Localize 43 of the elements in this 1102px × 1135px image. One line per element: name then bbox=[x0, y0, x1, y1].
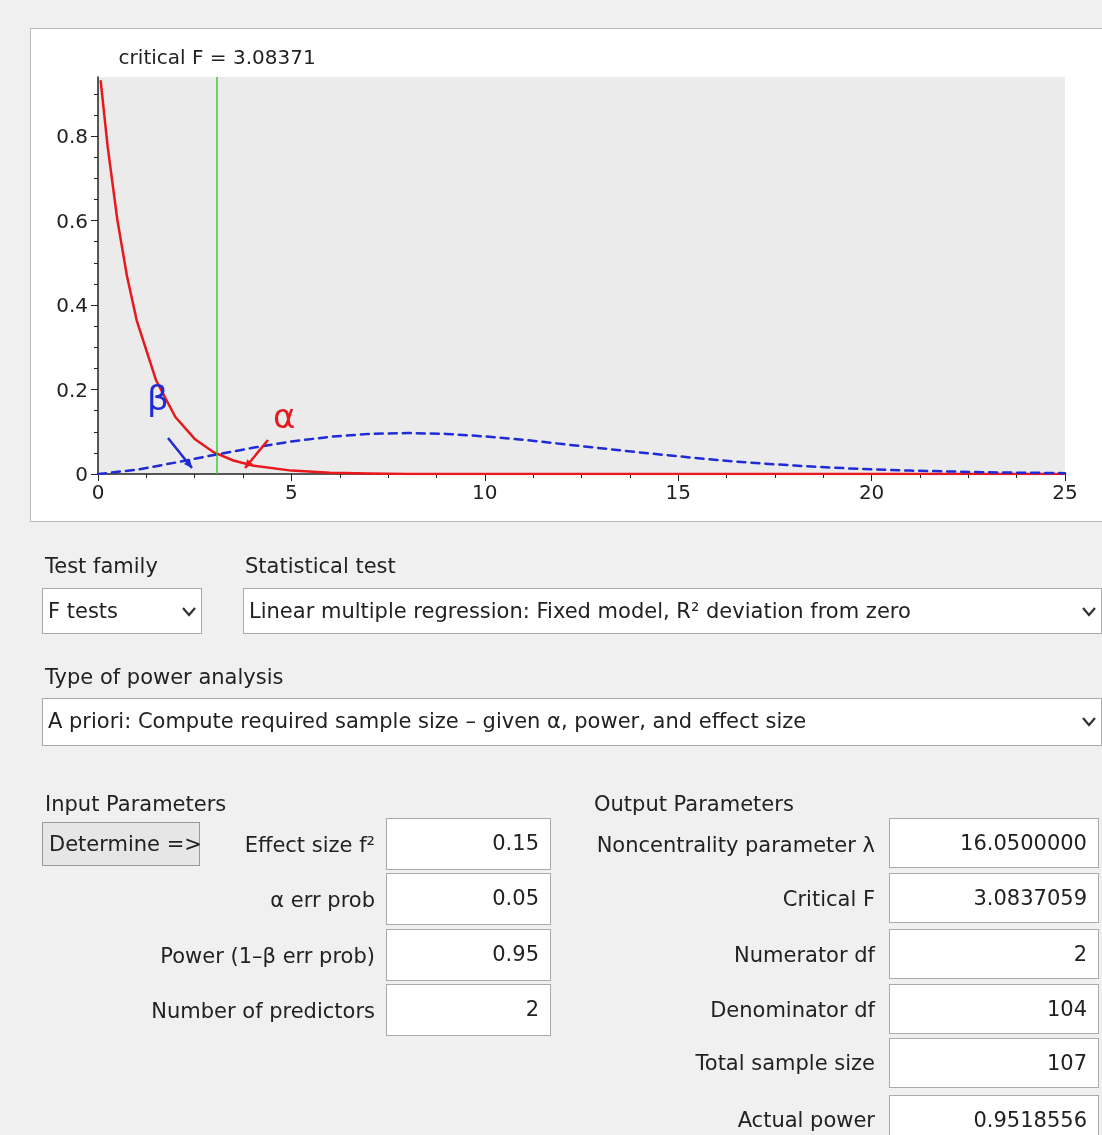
text: A priori: Compute required sample size – given α, power, and effect size bbox=[48, 708, 807, 734]
text: 2 bbox=[525, 996, 539, 1022]
text: 0.05 bbox=[492, 885, 539, 911]
text: 16.0500000 bbox=[960, 830, 1087, 856]
text: Numerator df bbox=[733, 942, 875, 968]
text: Actual power bbox=[737, 1107, 875, 1133]
text: Denominator df bbox=[710, 997, 875, 1023]
text: 0.9518556 bbox=[973, 1107, 1087, 1133]
annotation: α bbox=[273, 396, 296, 436]
text: Total sample size bbox=[695, 1050, 875, 1076]
text: Power (1–β err prob) bbox=[160, 943, 375, 969]
text: 3.0837059 bbox=[973, 885, 1087, 911]
text: Determine => bbox=[49, 831, 202, 857]
annotation: β bbox=[147, 378, 169, 418]
x-tick-label: 15 bbox=[665, 480, 691, 504]
text: Noncentrality parameter λ bbox=[596, 832, 875, 858]
text: Linear multiple regression: Fixed model, R² deviation from zero bbox=[249, 598, 911, 624]
y-tick-label: 0.4 bbox=[56, 293, 88, 318]
text: 0.15 bbox=[492, 830, 539, 856]
text: 0.95 bbox=[492, 941, 539, 967]
text: Critical F bbox=[782, 886, 875, 912]
text: Output Parameters bbox=[594, 791, 794, 817]
y-tick-label: 0.6 bbox=[56, 208, 88, 233]
text: 2 bbox=[1073, 941, 1087, 967]
x-tick-label: 5 bbox=[285, 480, 298, 504]
text: α err prob bbox=[270, 887, 375, 913]
text: 104 bbox=[1046, 996, 1087, 1022]
text: Number of predictors bbox=[151, 998, 375, 1024]
x-tick-label: 0 bbox=[91, 480, 105, 504]
y-tick-label: 0.8 bbox=[56, 124, 88, 149]
x-tick-label: 10 bbox=[472, 480, 498, 504]
text: Type of power analysis bbox=[45, 664, 284, 690]
y-tick-label: 0.2 bbox=[56, 377, 88, 402]
y-tick-label: 0 bbox=[75, 462, 88, 486]
text: 107 bbox=[1046, 1050, 1087, 1076]
x-tick-label: 20 bbox=[858, 480, 885, 504]
ref-line-label: critical F = 3.08371 bbox=[118, 45, 316, 69]
x-tick-label: 25 bbox=[1052, 480, 1078, 504]
text: F tests bbox=[48, 598, 119, 624]
text: Test family bbox=[45, 553, 158, 579]
text: Input Parameters bbox=[45, 791, 227, 817]
text: Statistical test bbox=[245, 553, 396, 579]
text: Effect size f² bbox=[244, 832, 375, 858]
